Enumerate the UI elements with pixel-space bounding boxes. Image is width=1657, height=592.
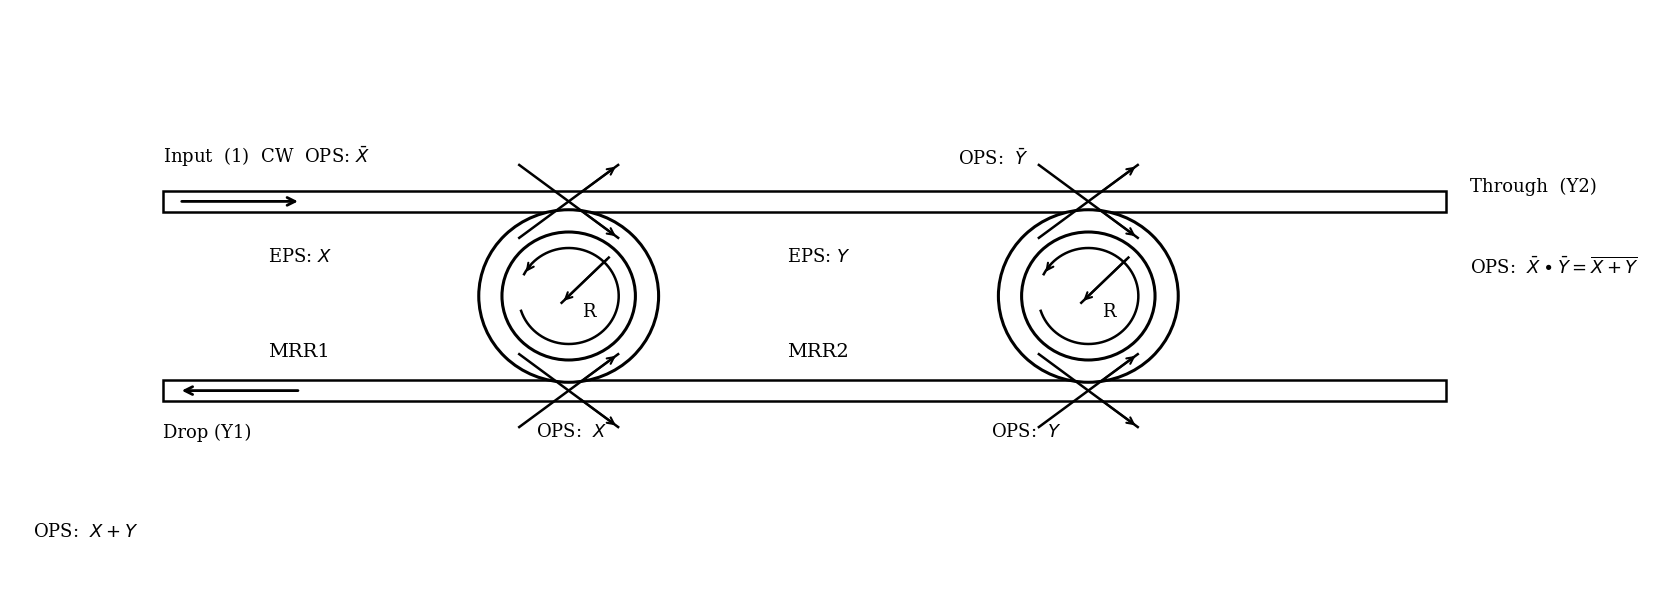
Text: Input  (1)  CW  OPS: $\bar{X}$: Input (1) CW OPS: $\bar{X}$ (162, 144, 370, 169)
Text: EPS: $X$: EPS: $X$ (268, 248, 331, 266)
Bar (162, 191, 1445, 212)
Text: MRR1: MRR1 (268, 343, 330, 361)
Ellipse shape (502, 232, 635, 360)
Text: Through  (Y2): Through (Y2) (1470, 178, 1597, 197)
Text: R: R (1102, 303, 1115, 321)
Text: OPS:  $Y$: OPS: $Y$ (991, 423, 1062, 442)
Text: EPS: $Y$: EPS: $Y$ (787, 248, 850, 266)
Text: R: R (582, 303, 595, 321)
Text: OPS:  $X+Y$: OPS: $X+Y$ (33, 523, 138, 541)
Text: OPS:  $X$: OPS: $X$ (537, 423, 608, 442)
Ellipse shape (479, 210, 658, 382)
Ellipse shape (999, 210, 1178, 382)
Text: OPS:  $\bar{X}\bullet\bar{Y}=\overline{X+Y}$: OPS: $\bar{X}\bullet\bar{Y}=\overline{X+… (1470, 256, 1639, 278)
Ellipse shape (1022, 232, 1155, 360)
Text: Drop (Y1): Drop (Y1) (162, 423, 252, 442)
Text: OPS:  $\bar{Y}$: OPS: $\bar{Y}$ (958, 148, 1029, 169)
Bar (162, 380, 1445, 401)
Text: MRR2: MRR2 (787, 343, 848, 361)
